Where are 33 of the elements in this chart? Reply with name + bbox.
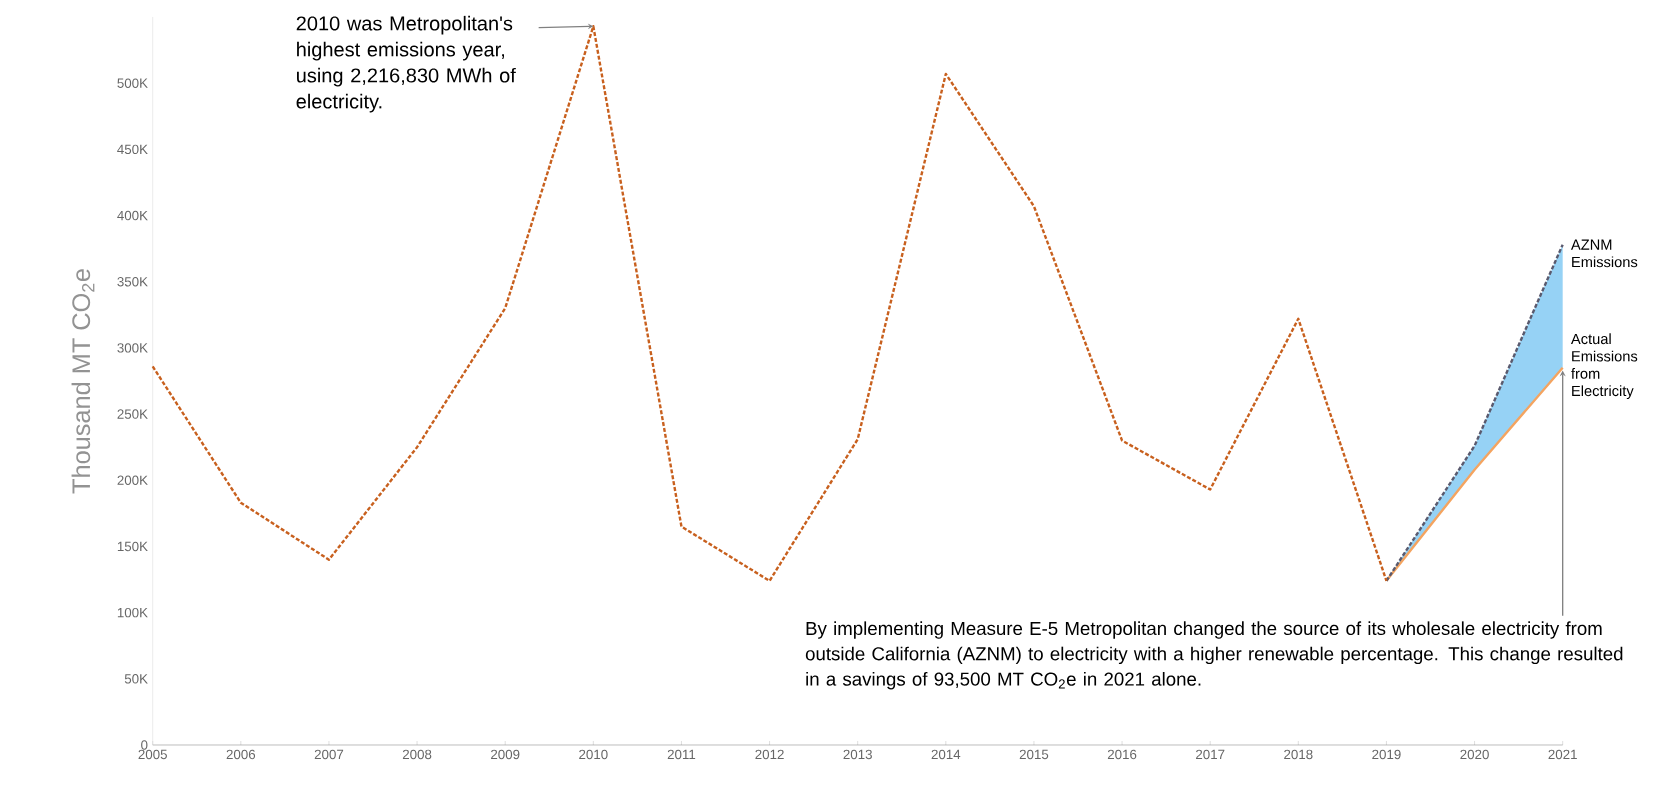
x-tick-label: 2007 — [314, 749, 344, 760]
y-tick-label: 50K — [124, 674, 148, 684]
y-tick-label: 200K — [117, 475, 148, 485]
y-tick-label: 300K — [117, 343, 148, 353]
y-tick-label: 350K — [117, 277, 148, 287]
y-tick-label: 450K — [117, 144, 148, 155]
y-tick-label: 150K — [117, 541, 148, 552]
annotation: By implementing Measure E-5 Metropolitan changed the source of its wholesale electricity from outside California (AZNM) to electricity with a higher renewable percentage. This change resulted in a savings of 93,500 MT CO$_{2}$e in 2021 alone. — [805, 621, 1623, 690]
y-tick-label: 250K — [117, 409, 148, 419]
y-axis-title: Thousand MT CO$_{2}$e — [71, 269, 95, 494]
y-tick-label: 400K — [117, 210, 148, 221]
x-tick-label: 2008 — [402, 749, 432, 760]
series-label: AZNM Emissions — [1570, 239, 1638, 268]
y-tick-label: 0 — [141, 740, 148, 750]
x-tick-label: 2017 — [1196, 749, 1225, 760]
x-tick-label: 2012 — [755, 749, 784, 760]
x-tick-label: 2013 — [843, 749, 872, 760]
y-tick-label: 100K — [117, 607, 148, 618]
y-tick-label: 500K — [117, 78, 148, 88]
x-tick-label: 2011 — [667, 749, 696, 760]
x-tick-label: 2015 — [1019, 749, 1049, 760]
x-tick-label: 2010 — [579, 749, 608, 760]
x-tick-label: 2005 — [138, 749, 167, 760]
series-label: Actual Emissions from Electricity — [1570, 333, 1638, 400]
x-tick-label: 2016 — [1107, 749, 1137, 760]
x-tick-label: 2014 — [931, 749, 961, 760]
x-tick-label: 2009 — [491, 749, 520, 760]
x-tick-label: 2019 — [1372, 749, 1401, 760]
annotation: 2010 was Metropolitan's highest emissions year, using 2,216,830 MWh of electricity. — [296, 15, 516, 113]
x-tick-label: 2018 — [1284, 749, 1313, 760]
x-tick-label: 2021 — [1548, 749, 1577, 760]
x-tick-label: 2006 — [226, 749, 256, 760]
x-tick-label: 2020 — [1460, 749, 1489, 760]
